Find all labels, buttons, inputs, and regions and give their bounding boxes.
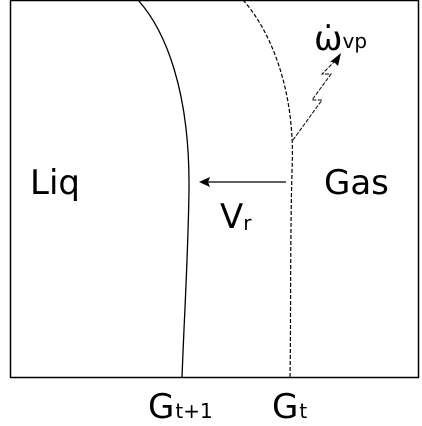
interface-new-label: Gt+1 bbox=[148, 387, 213, 426]
domain-box bbox=[9, 0, 420, 379]
interface-old bbox=[242, 0, 294, 379]
source-symbol: ω̇ bbox=[314, 19, 342, 59]
interface-new-subscript: t+1 bbox=[175, 399, 212, 423]
interface-old-label: Gt bbox=[272, 387, 307, 426]
interface-new bbox=[137, 0, 190, 379]
velocity-symbol: V bbox=[220, 197, 243, 237]
liquid-label: Liq bbox=[30, 163, 80, 203]
gas-label: Gas bbox=[324, 163, 389, 203]
velocity-subscript: r bbox=[243, 211, 252, 235]
source-label: ω̇vp bbox=[314, 19, 367, 59]
interface-old-symbol: G bbox=[272, 387, 298, 426]
velocity-arrowhead bbox=[199, 177, 210, 187]
source-arrow bbox=[292, 59, 337, 141]
interface-old-subscript: t bbox=[299, 399, 307, 423]
source-subscript: vp bbox=[342, 29, 367, 53]
source-arrowhead bbox=[330, 53, 341, 66]
interface-new-symbol: G bbox=[148, 387, 174, 426]
velocity-label: Vr bbox=[220, 197, 252, 237]
